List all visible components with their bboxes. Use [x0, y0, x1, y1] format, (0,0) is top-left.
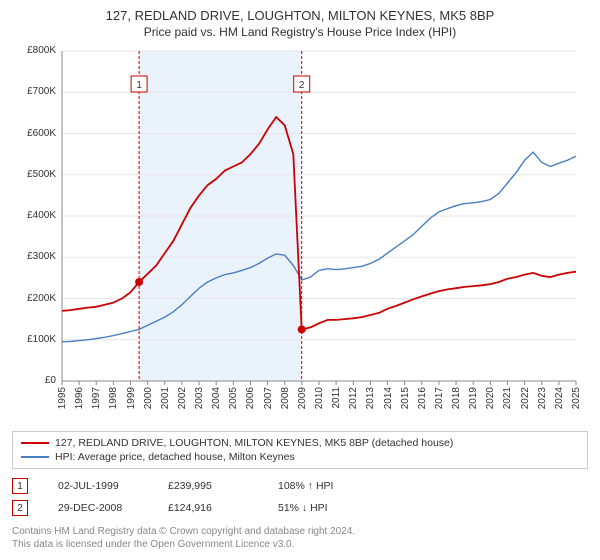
marker-table: 1 02-JUL-1999 £239,995 108% ↑ HPI 2 29-DEC-20…	[12, 475, 588, 519]
x-tick-label: 2002	[177, 387, 188, 409]
x-tick-label: 2003	[194, 387, 205, 409]
legend-item: HPI: Average price, detached house, Milt…	[21, 450, 579, 464]
y-tick-label: £100K	[12, 334, 56, 345]
marker-pct: 108% ↑ HPI	[278, 480, 358, 492]
footer-line-2: This data is licensed under the Open Gov…	[12, 538, 588, 551]
x-tick-label: 1997	[91, 387, 102, 409]
x-tick-label: 2009	[297, 387, 308, 409]
y-tick-label: £700K	[12, 86, 56, 97]
x-tick-label: 1998	[108, 387, 119, 409]
legend-label: HPI: Average price, detached house, Milt…	[55, 451, 295, 463]
legend-label: 127, REDLAND DRIVE, LOUGHTON, MILTON KEY…	[55, 437, 453, 449]
marker-row: 1 02-JUL-1999 £239,995 108% ↑ HPI	[12, 475, 588, 497]
x-tick-label: 2021	[502, 387, 513, 409]
x-tick-label: 1995	[57, 387, 68, 409]
x-tick-label: 2004	[211, 387, 222, 409]
chart-title: 127, REDLAND DRIVE, LOUGHTON, MILTON KEY…	[12, 8, 588, 23]
x-tick-label: 2011	[331, 387, 342, 409]
marker-badge: 2	[12, 500, 28, 516]
y-tick-label: £400K	[12, 210, 56, 221]
y-tick-label: £800K	[12, 45, 56, 56]
x-tick-label: 2007	[263, 387, 274, 409]
x-tick-label: 2014	[383, 387, 394, 409]
legend-swatch	[21, 442, 49, 444]
marker-date: 02-JUL-1999	[58, 480, 138, 492]
footer-attribution: Contains HM Land Registry data © Crown c…	[12, 525, 588, 551]
marker-row: 2 29-DEC-2008 £124,916 51% ↓ HPI	[12, 497, 588, 519]
y-tick-label: £0	[12, 375, 56, 386]
x-tick-label: 2024	[554, 387, 565, 409]
y-tick-label: £200K	[12, 293, 56, 304]
footer-line-1: Contains HM Land Registry data © Crown c…	[12, 525, 588, 538]
marker-pct: 51% ↓ HPI	[278, 502, 358, 514]
y-tick-label: £600K	[12, 128, 56, 139]
x-tick-label: 2012	[348, 387, 359, 409]
x-tick-label: 2006	[245, 387, 256, 409]
x-tick-label: 2019	[468, 387, 479, 409]
legend-swatch	[21, 456, 49, 458]
svg-text:2: 2	[299, 80, 305, 91]
x-tick-label: 2008	[280, 387, 291, 409]
x-tick-label: 2023	[537, 387, 548, 409]
x-tick-label: 2022	[520, 387, 531, 409]
x-tick-label: 1996	[74, 387, 85, 409]
x-tick-label: 2001	[160, 387, 171, 409]
y-tick-label: £300K	[12, 251, 56, 262]
legend-item: 127, REDLAND DRIVE, LOUGHTON, MILTON KEY…	[21, 436, 579, 450]
marker-price: £239,995	[168, 480, 248, 492]
x-tick-label: 2020	[485, 387, 496, 409]
legend: 127, REDLAND DRIVE, LOUGHTON, MILTON KEY…	[12, 431, 588, 469]
x-tick-label: 1999	[126, 387, 137, 409]
marker-price: £124,916	[168, 502, 248, 514]
svg-text:1: 1	[136, 80, 142, 91]
x-tick-label: 2015	[400, 387, 411, 409]
x-tick-label: 2000	[143, 387, 154, 409]
chart-subtitle: Price paid vs. HM Land Registry's House …	[12, 25, 588, 39]
x-tick-label: 2010	[314, 387, 325, 409]
chart-svg: 12	[12, 45, 588, 425]
chart-area: 12 £0£100K£200K£300K£400K£500K£600K£700K…	[12, 45, 588, 425]
x-tick-label: 2016	[417, 387, 428, 409]
x-tick-label: 2018	[451, 387, 462, 409]
x-tick-label: 2025	[571, 387, 582, 409]
x-tick-label: 2005	[228, 387, 239, 409]
x-tick-label: 2013	[365, 387, 376, 409]
y-tick-label: £500K	[12, 169, 56, 180]
marker-date: 29-DEC-2008	[58, 502, 138, 514]
marker-badge: 1	[12, 478, 28, 494]
x-tick-label: 2017	[434, 387, 445, 409]
